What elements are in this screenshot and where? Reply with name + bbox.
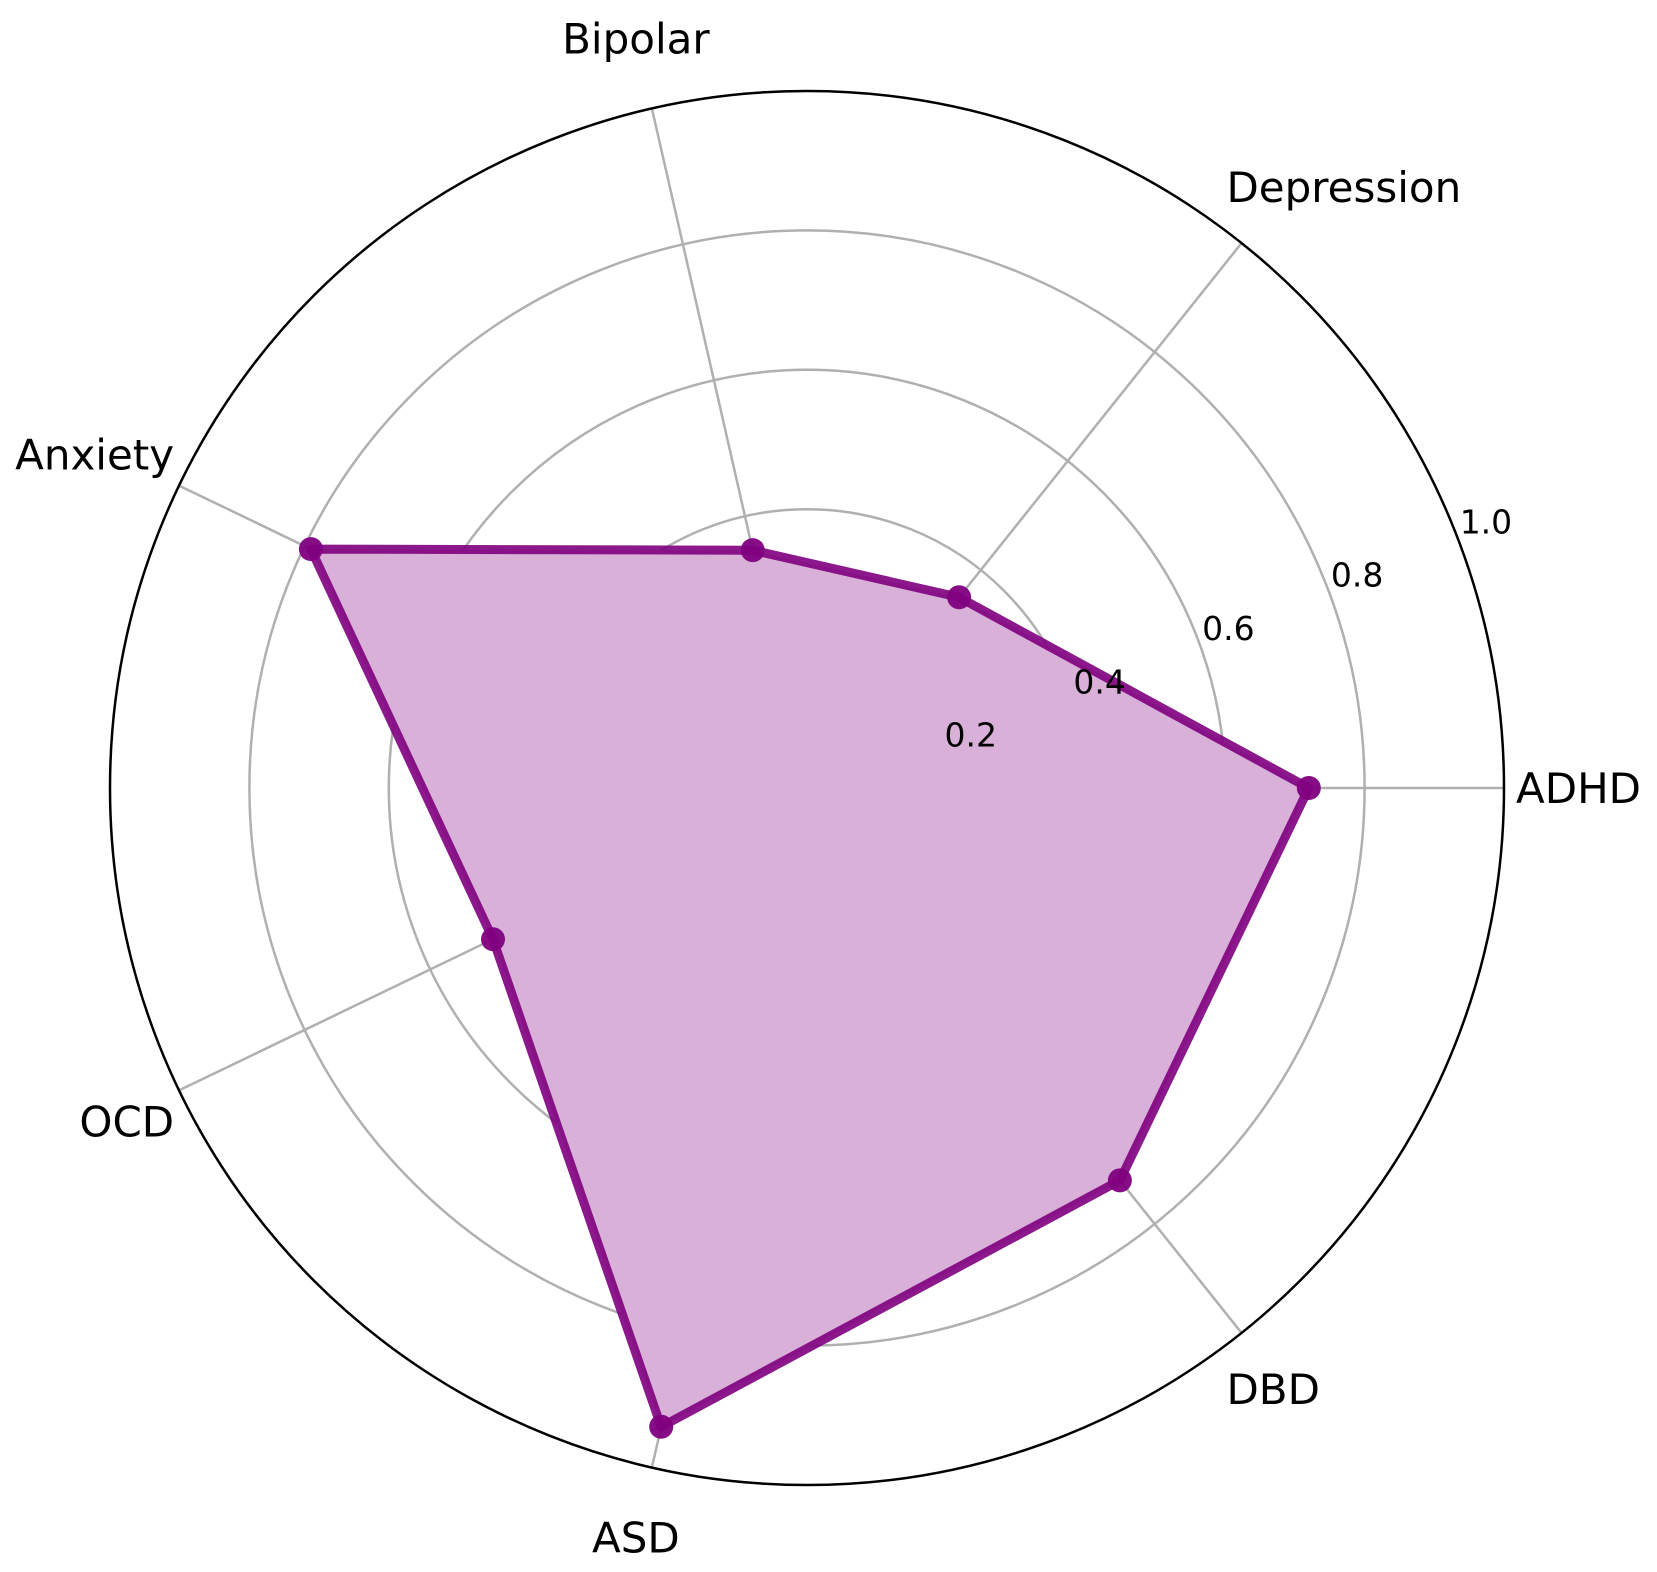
r-tick-label: 0.6 — [1202, 609, 1254, 648]
data-point-dbd — [1107, 1168, 1132, 1193]
axis-label-bipolar: Bipolar — [562, 14, 710, 63]
r-tick-label: 0.4 — [1073, 662, 1125, 701]
r-tick-label: 0.2 — [945, 716, 997, 755]
label-layer: 0.2 0.4 0.6 0.8 1.0 ADHD Depression Bipolar Anxi… — [15, 14, 1641, 1562]
axis-label-anxiety: Anxiety — [15, 430, 174, 479]
series-area — [310, 549, 1309, 1427]
axis-label-adhd: ADHD — [1516, 764, 1641, 813]
data-point-anxiety — [298, 537, 323, 562]
r-tick-label: 1.0 — [1460, 502, 1512, 541]
axis-label-asd: ASD — [592, 1514, 680, 1563]
axis-label-dbd: DBD — [1226, 1365, 1320, 1414]
axis-label-depression: Depression — [1226, 163, 1461, 212]
series-line — [306, 544, 1314, 1432]
series-layer — [298, 537, 1321, 1439]
axis-label-ocd: OCD — [79, 1098, 174, 1147]
outer-frame — [108, 89, 1506, 1487]
r-tick-label: 0.8 — [1331, 556, 1383, 595]
data-point-ocd — [481, 927, 506, 952]
data-point-bipolar — [740, 538, 765, 563]
data-point-adhd — [1296, 776, 1321, 800]
data-point-asd — [649, 1414, 674, 1439]
data-point-depression — [947, 585, 972, 610]
